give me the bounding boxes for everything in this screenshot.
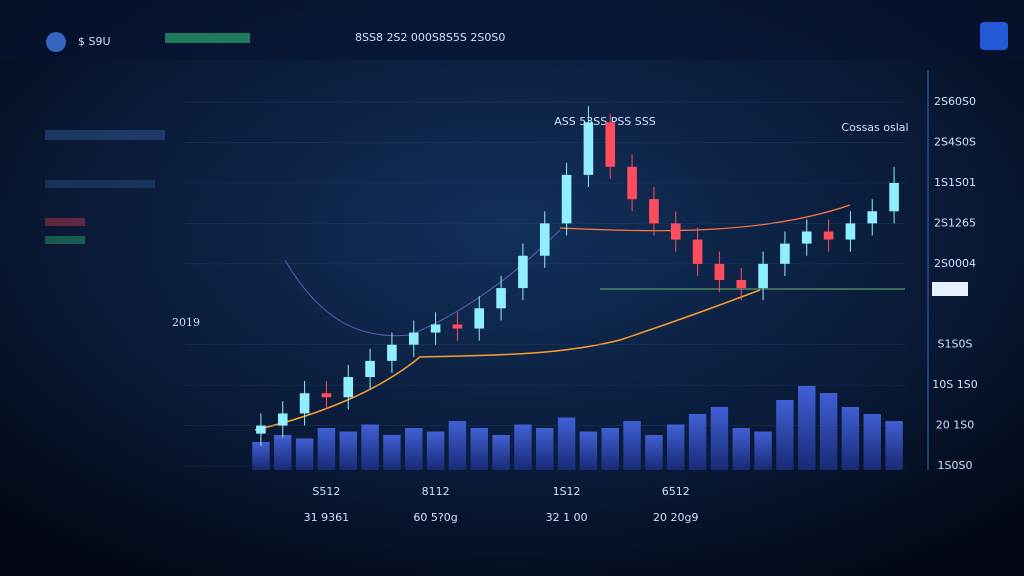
- candle-body: [801, 231, 812, 244]
- x-tick-label: S512: [312, 485, 340, 498]
- sidebar-item: [45, 180, 155, 188]
- sidebar-item: [45, 236, 85, 244]
- sidebar-item: [45, 218, 85, 226]
- volume-bar: [688, 414, 707, 470]
- candle-body: [561, 174, 572, 224]
- x-tick-label: 8112: [422, 485, 450, 498]
- x-sublabel: 32 1 00: [546, 511, 588, 524]
- candle-body: [299, 393, 310, 414]
- volume-bar: [667, 424, 685, 470]
- candle-body: [627, 166, 637, 200]
- price-tag: [932, 282, 968, 296]
- volume-bar: [274, 435, 292, 470]
- candle-body: [583, 122, 594, 175]
- app-title: $ S9U: [78, 35, 111, 48]
- y-tick-label: 2S0004: [934, 257, 976, 270]
- plot: 2S60S0 2S4S0S 1S1S01 2S1265 2S0004 S1S0S 10S 1…: [185, 95, 978, 524]
- candle-body: [365, 360, 375, 378]
- volume-bar: [798, 386, 816, 470]
- volume-bar: [557, 417, 576, 470]
- legend-label: Cossas oslal: [841, 121, 908, 134]
- volume-bar: [383, 435, 401, 470]
- candle-body: [452, 324, 463, 329]
- volume-bar: [426, 431, 445, 470]
- candle-body: [780, 243, 790, 264]
- candle-body: [867, 211, 878, 224]
- menu-button[interactable]: [980, 22, 1008, 50]
- candle-body: [518, 255, 528, 289]
- candle-body: [387, 344, 397, 361]
- y-tick-label: 1S1S01: [934, 176, 976, 189]
- y-tick-label: 10S 1S0: [932, 378, 977, 391]
- candle-body: [496, 288, 506, 309]
- candle-body: [670, 223, 681, 240]
- candle-body: [343, 377, 354, 398]
- volume-bar: [470, 428, 488, 470]
- volume-bar: [448, 421, 467, 470]
- x-tick-label: 1S12: [553, 485, 581, 498]
- volume-bar: [252, 442, 270, 470]
- volume-bar: [514, 424, 532, 470]
- y-tick-label: 20 1S0: [936, 419, 974, 432]
- moving-average: [254, 289, 761, 431]
- sidebar-item: [45, 130, 165, 140]
- candle-body: [539, 223, 550, 256]
- candle-body: [605, 122, 616, 167]
- candle-body: [277, 413, 288, 426]
- volume-bar: [710, 407, 729, 470]
- candle-body: [321, 393, 332, 398]
- candle-body: [736, 280, 747, 289]
- y-tick-label: S1S0S: [938, 338, 973, 351]
- candle-body: [823, 231, 834, 240]
- status-bar: [165, 33, 250, 43]
- candle-body: [649, 199, 659, 224]
- y-tick-label: 2S4S0S: [934, 136, 976, 149]
- x-sublabel: 20 20g9: [653, 511, 698, 524]
- volume-bar: [885, 421, 903, 470]
- candle-body: [889, 182, 899, 212]
- volume-bar: [819, 393, 838, 470]
- y-tick-label: 2S60S0: [934, 95, 976, 108]
- volume-bar: [863, 414, 881, 470]
- volume-bar: [579, 431, 598, 470]
- candle-body: [714, 263, 725, 280]
- volume-bar: [339, 431, 357, 470]
- x-sublabel: 31 9361: [304, 511, 350, 524]
- candle-body: [408, 332, 419, 345]
- top-bar: [0, 0, 1024, 60]
- x-tick-label: 6512: [662, 485, 690, 498]
- moving-average: [559, 204, 851, 232]
- volume-bar: [623, 421, 641, 470]
- volume-bar: [732, 428, 750, 470]
- chart-label: ASS 53SS PSS SSS: [554, 115, 656, 128]
- annotation: 2019: [172, 316, 200, 329]
- candle-body: [845, 223, 856, 240]
- volume-bar: [776, 400, 794, 470]
- logo: [46, 32, 66, 52]
- candle-body: [692, 239, 703, 264]
- volume-bar: [601, 428, 619, 470]
- volume-bar: [841, 407, 860, 470]
- y-tick-label: 1S0S0: [938, 459, 973, 472]
- candle-body: [256, 425, 266, 434]
- candle-body: [474, 308, 485, 329]
- volume-bar: [295, 438, 314, 470]
- y-tick-label: 2S1265: [934, 216, 976, 229]
- volume-bar: [361, 424, 379, 470]
- header-subtitle: 8SS8 2S2 000S8S5S 2S0S0: [355, 31, 505, 44]
- candle-body: [430, 324, 441, 333]
- x-sublabel: 60 5?0g: [413, 511, 457, 524]
- volume-bar: [536, 428, 554, 470]
- volume-bar: [754, 431, 772, 470]
- volume-bar: [645, 435, 663, 470]
- volume-bar: [492, 435, 510, 470]
- volume-bar: [317, 428, 336, 470]
- candle-body: [758, 263, 768, 289]
- volume-bar: [405, 428, 423, 470]
